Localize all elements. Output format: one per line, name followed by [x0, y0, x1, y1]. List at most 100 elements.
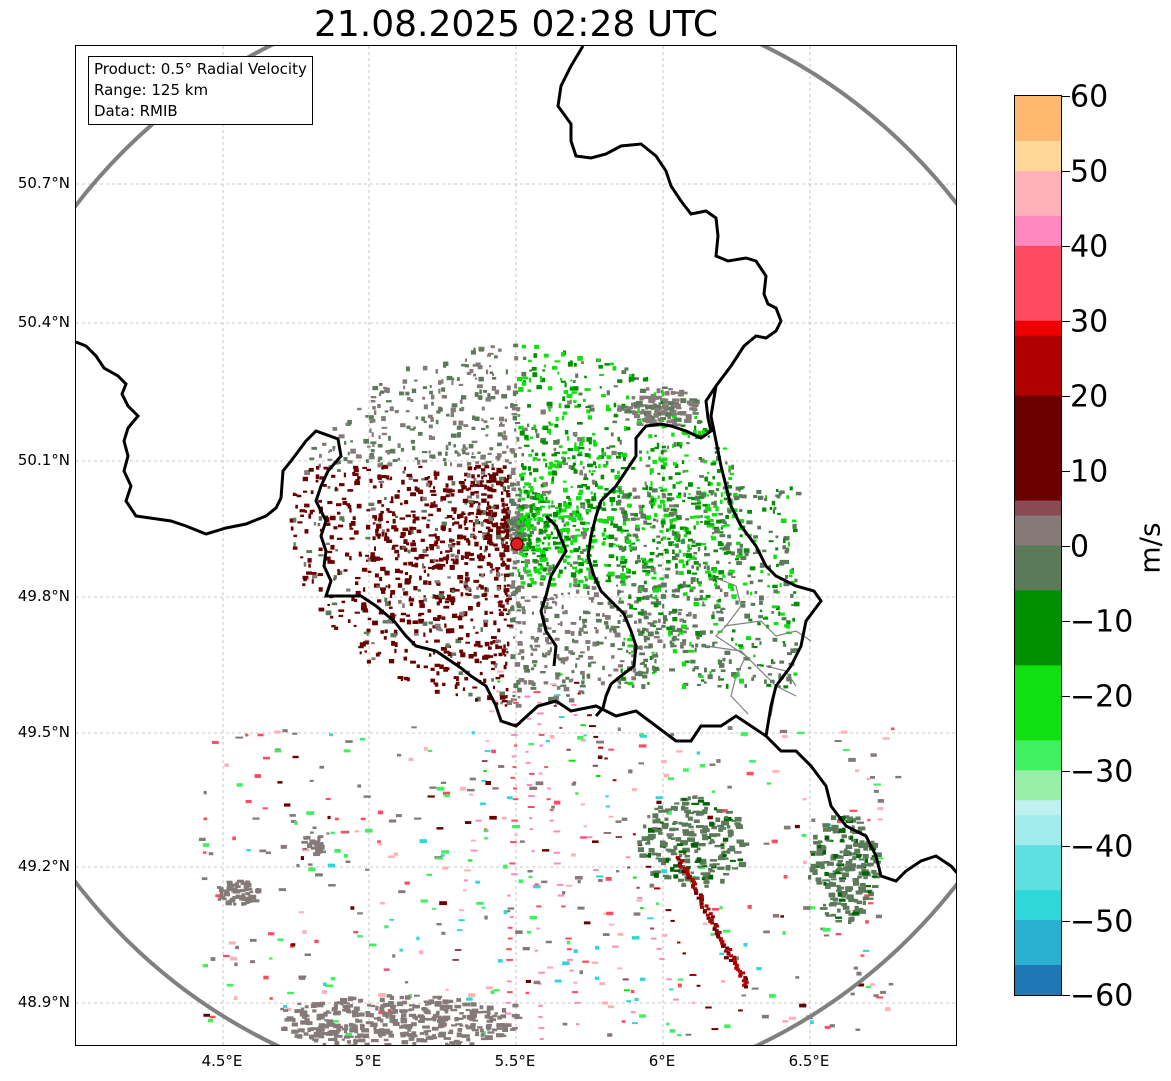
velocity-echo — [465, 571, 469, 577]
velocity-echo — [617, 470, 620, 475]
velocity-echo — [407, 677, 410, 682]
velocity-echo — [692, 810, 700, 813]
velocity-echo — [296, 494, 302, 498]
velocity-echo — [456, 463, 463, 468]
velocity-echo — [529, 508, 533, 513]
velocity-echo — [583, 528, 588, 533]
velocity-echo — [340, 830, 347, 834]
velocity-echo — [595, 775, 601, 777]
velocity-echo — [575, 663, 578, 668]
velocity-echo — [698, 582, 702, 587]
velocity-echo — [336, 1027, 342, 1032]
velocity-echo — [725, 515, 729, 519]
velocity-echo — [517, 414, 521, 417]
velocity-echo — [653, 392, 657, 397]
velocity-echo — [633, 414, 641, 419]
velocity-echo — [455, 1023, 463, 1026]
velocity-echo — [543, 525, 546, 529]
velocity-echo — [520, 475, 525, 481]
velocity-echo — [385, 450, 390, 453]
radar-map[interactable] — [75, 45, 957, 1046]
velocity-echo — [513, 516, 519, 519]
velocity-echo — [727, 509, 732, 514]
velocity-echo — [429, 559, 435, 564]
lon-label: 6°E — [648, 1052, 676, 1070]
velocity-echo — [576, 510, 580, 514]
velocity-echo — [633, 496, 637, 499]
velocity-echo — [710, 490, 714, 496]
velocity-echo — [474, 519, 479, 524]
velocity-echo — [813, 834, 818, 840]
velocity-echo — [668, 611, 671, 616]
velocity-echo — [641, 504, 645, 508]
velocity-echo — [864, 843, 872, 848]
velocity-echo — [572, 455, 576, 460]
velocity-echo — [701, 604, 706, 607]
velocity-echo — [414, 379, 418, 382]
velocity-echo — [572, 462, 577, 466]
velocity-echo — [720, 519, 725, 524]
velocity-echo — [451, 589, 455, 594]
velocity-echo — [624, 545, 627, 551]
velocity-echo — [391, 545, 396, 550]
velocity-echo — [308, 468, 314, 472]
velocity-echo — [434, 536, 440, 539]
velocity-echo — [759, 562, 765, 566]
velocity-echo — [471, 1029, 479, 1032]
velocity-echo — [450, 654, 453, 659]
velocity-echo — [475, 1031, 480, 1037]
velocity-echo — [670, 642, 674, 648]
velocity-echo — [591, 586, 597, 590]
velocity-echo — [422, 365, 428, 371]
velocity-echo — [548, 421, 551, 425]
velocity-echo — [633, 377, 640, 380]
velocity-echo — [203, 851, 207, 854]
velocity-echo — [424, 1010, 431, 1015]
velocity-echo — [649, 836, 653, 839]
velocity-echo — [559, 726, 563, 729]
velocity-echo — [613, 402, 617, 408]
velocity-echo — [370, 507, 376, 511]
velocity-echo — [510, 536, 514, 541]
velocity-echo — [567, 958, 573, 961]
velocity-echo — [426, 1008, 430, 1013]
velocity-echo — [506, 624, 513, 627]
velocity-echo — [571, 638, 575, 643]
velocity-echo — [473, 626, 476, 630]
colorbar-step — [1015, 620, 1061, 636]
velocity-echo — [306, 550, 313, 554]
velocity-echo — [859, 883, 866, 887]
velocity-echo — [451, 597, 456, 603]
velocity-echo — [387, 619, 393, 624]
velocity-echo — [450, 553, 455, 558]
velocity-echo — [684, 660, 690, 663]
velocity-echo — [587, 714, 592, 717]
velocity-echo — [416, 487, 420, 493]
velocity-echo — [440, 781, 447, 784]
velocity-echo — [353, 1042, 358, 1045]
velocity-echo — [698, 675, 704, 678]
velocity-echo — [576, 496, 582, 501]
velocity-echo — [617, 495, 621, 498]
velocity-echo — [626, 536, 629, 542]
velocity-echo — [657, 639, 663, 643]
velocity-echo — [627, 638, 633, 642]
velocity-echo — [646, 522, 652, 525]
colorbar-step — [1015, 485, 1061, 502]
velocity-echo — [489, 371, 494, 375]
velocity-echo — [440, 1004, 448, 1008]
velocity-echo — [461, 535, 467, 539]
velocity-echo — [335, 486, 338, 491]
velocity-echo — [473, 347, 476, 352]
velocity-echo — [644, 637, 650, 641]
velocity-echo — [475, 819, 482, 822]
velocity-echo — [677, 634, 680, 637]
velocity-echo — [714, 929, 719, 933]
velocity-echo — [801, 834, 807, 837]
velocity-echo — [853, 966, 858, 970]
velocity-echo — [446, 515, 453, 519]
velocity-echo — [434, 856, 442, 859]
velocity-echo — [662, 615, 668, 620]
velocity-echo — [548, 406, 551, 412]
velocity-echo — [390, 633, 397, 638]
